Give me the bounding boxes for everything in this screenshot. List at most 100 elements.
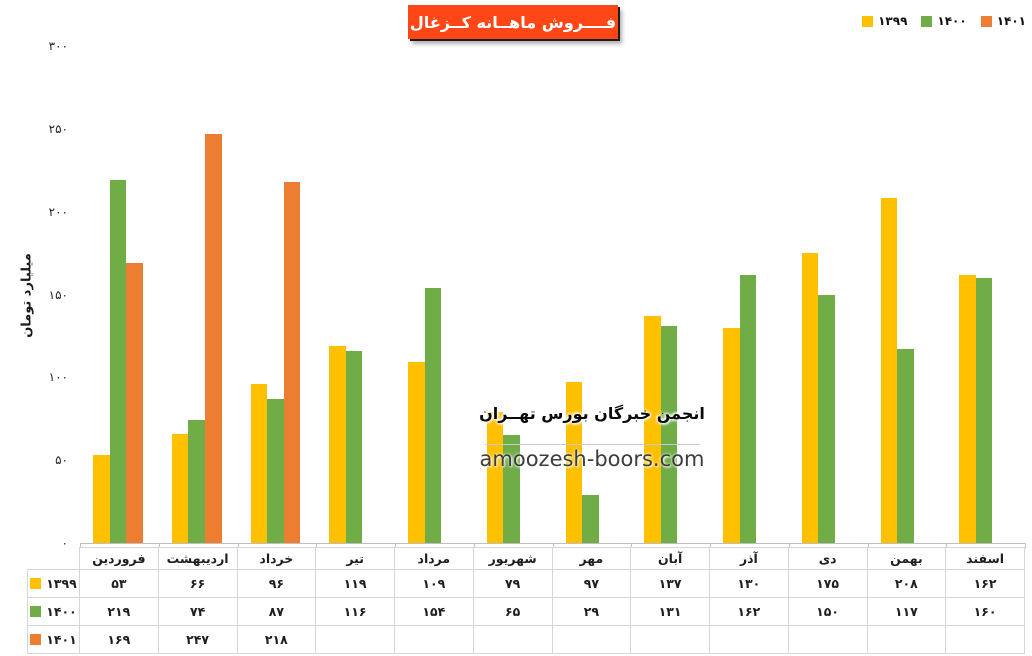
x-axis-tick bbox=[946, 543, 948, 548]
table-value-cell bbox=[394, 625, 474, 654]
table-value-cell: ۱۶۰ bbox=[945, 597, 1025, 626]
legend: ۱۳۹۹ ۱۴۰۰ ۱۴۰۱ bbox=[862, 14, 1026, 28]
legend-swatch bbox=[921, 15, 933, 27]
table-value-cell: ۲۱۸ bbox=[236, 625, 317, 654]
row-header-cell: ۱۴۰۱ bbox=[27, 625, 80, 654]
table-value-cell: ۹۷ bbox=[551, 569, 632, 598]
watermark-site-text: amoozesh-boors.com bbox=[479, 447, 705, 471]
table-value-cell bbox=[551, 625, 632, 654]
y-tick-label: ۳۰۰ bbox=[48, 39, 68, 53]
table-value-cell: ۱۳۷ bbox=[630, 569, 710, 598]
table-value-cell: ۱۷۵ bbox=[787, 569, 868, 598]
month-header-cell: شهریور bbox=[472, 547, 553, 570]
table-value-cell: ۹۶ bbox=[236, 569, 317, 598]
bar-۱۴۰۰-month-6 bbox=[503, 435, 520, 543]
row-header-cell: ۱۳۹۹ bbox=[27, 569, 80, 598]
bar-۱۳۹۹-month-12 bbox=[959, 274, 976, 543]
row-legend-swatch bbox=[30, 578, 42, 589]
table-value-cell bbox=[630, 625, 710, 654]
x-axis-tick bbox=[1025, 543, 1026, 548]
bar-۱۳۹۹-month-4 bbox=[329, 345, 346, 543]
bar-۱۴۰۱-month-1 bbox=[126, 263, 143, 543]
y-tick-label: ۰ bbox=[61, 536, 68, 550]
month-header-cell: آبان bbox=[630, 547, 710, 570]
x-axis-tick bbox=[80, 543, 81, 548]
table-value-cell: ۸۷ bbox=[236, 597, 317, 626]
table-value-cell: ۱۶۲ bbox=[945, 569, 1025, 598]
x-axis-tick bbox=[788, 543, 790, 548]
table-value-cell: ۲۹ bbox=[551, 597, 632, 626]
x-axis-tick bbox=[710, 543, 711, 548]
row-year-label: ۱۴۰۱ bbox=[46, 632, 77, 647]
bar-۱۳۹۹-month-7 bbox=[565, 382, 583, 543]
table-value-cell: ۶۶ bbox=[157, 569, 238, 598]
bar-۱۳۹۹-month-9 bbox=[723, 327, 740, 543]
bar-۱۴۰۰-month-11 bbox=[897, 349, 914, 543]
bar-۱۴۰۰-month-3 bbox=[267, 398, 284, 543]
x-axis-tick bbox=[158, 543, 160, 548]
month-header-cell: دی bbox=[787, 547, 868, 570]
y-tick-label: ۲۰۰ bbox=[48, 204, 68, 219]
row-legend-swatch bbox=[30, 634, 42, 645]
bar-۱۴۰۰-month-7 bbox=[582, 494, 599, 543]
table-value-cell: ۱۱۹ bbox=[315, 569, 395, 598]
data-table: فروردین اردیبهشت خرداد تیر مرداد شهریور مهر آبا… bbox=[27, 547, 1025, 654]
table-value-cell bbox=[945, 625, 1025, 654]
chart-title: فــــروش ماهــانه کــزغال bbox=[408, 5, 618, 39]
table-value-cell: ۱۵۴ bbox=[394, 597, 474, 626]
table-value-cell: ۲۱۹ bbox=[79, 597, 159, 626]
month-header-cell: مهر bbox=[551, 547, 632, 570]
row-year-label: ۱۴۰۰ bbox=[46, 604, 77, 619]
legend-swatch bbox=[862, 15, 874, 27]
bar-۱۴۰۰-month-9 bbox=[739, 274, 757, 543]
x-axis-tick bbox=[237, 543, 239, 548]
bar-۱۳۹۹-month-8 bbox=[644, 316, 661, 543]
bar-۱۳۹۹-month-10 bbox=[801, 253, 819, 543]
y-tick-label: ۲۵۰ bbox=[48, 121, 68, 136]
x-axis-tick bbox=[631, 543, 633, 548]
table-value-cell: ۱۱۶ bbox=[315, 597, 395, 626]
month-header-cell: آذر bbox=[709, 547, 789, 570]
table-value-cell bbox=[709, 625, 789, 654]
watermark-farsi-text: انجمن خبرگان بورس تهــران bbox=[479, 404, 705, 423]
table-value-cell bbox=[787, 625, 868, 654]
x-axis-tick bbox=[867, 543, 869, 548]
table-value-cell: ۱۳۱ bbox=[630, 597, 710, 626]
x-axis-tick bbox=[316, 543, 318, 548]
table-header-row: فروردین اردیبهشت خرداد تیر مرداد شهریور مهر آبا… bbox=[28, 547, 1025, 570]
table-corner-cell bbox=[28, 548, 80, 570]
bar-۱۳۹۹-month-11 bbox=[880, 198, 898, 543]
legend-label: ۱۳۹۹ bbox=[878, 14, 908, 28]
table-value-cell: ۱۶۹ bbox=[79, 625, 159, 654]
bar-۱۴۰۰-month-5 bbox=[424, 287, 442, 543]
legend-swatch bbox=[980, 15, 992, 27]
month-header-cell: اردیبهشت bbox=[157, 547, 238, 570]
table-value-cell bbox=[472, 625, 553, 654]
bar-۱۴۰۱-month-3 bbox=[283, 181, 301, 543]
month-header-cell: بهمن bbox=[866, 547, 947, 570]
legend-item: ۱۴۰۱ bbox=[980, 14, 1026, 28]
bar-۱۴۰۰-month-8 bbox=[660, 325, 678, 543]
bar-۱۳۹۹-month-5 bbox=[408, 362, 425, 543]
table-value-cell: ۱۰۹ bbox=[394, 569, 474, 598]
table-value-cell: ۷۴ bbox=[157, 597, 238, 626]
table-value-cell: ۱۳۰ bbox=[709, 569, 789, 598]
table-value-cell: ۶۵ bbox=[472, 597, 553, 626]
legend-item: ۱۳۹۹ bbox=[862, 14, 907, 28]
table-row-۱۴۰۱: ۱۴۰۱ ۱۶۹ ۲۴۷ ۲۱۸ bbox=[27, 625, 1025, 654]
legend-item: ۱۴۰۰ bbox=[921, 14, 967, 28]
x-axis-tick bbox=[473, 543, 475, 548]
table-value-cell: ۲۰۸ bbox=[866, 569, 947, 598]
table-value-cell: ۵۳ bbox=[79, 569, 159, 598]
bar-۱۳۹۹-month-3 bbox=[250, 383, 268, 543]
legend-label: ۱۴۰۱ bbox=[996, 14, 1026, 28]
chart-title-text: فــــروش ماهــانه کــزغال bbox=[409, 12, 617, 32]
x-axis-tick bbox=[552, 543, 554, 548]
table-value-cell bbox=[866, 625, 947, 654]
table-value-cell: ۲۴۷ bbox=[157, 625, 238, 654]
bar-۱۳۹۹-month-6 bbox=[486, 412, 504, 543]
row-header-cell: ۱۴۰۰ bbox=[27, 597, 80, 626]
x-axis-tick bbox=[395, 543, 396, 548]
table-row-۱۳۹۹: ۱۳۹۹ ۵۳ ۶۶ ۹۶ ۱۱۹ ۱۰۹ ۷۹ ۹۷ ۱۳۷ ۱۳۰ ۱۷۵ ۲۰۸ ۱۶۲ bbox=[27, 569, 1025, 598]
